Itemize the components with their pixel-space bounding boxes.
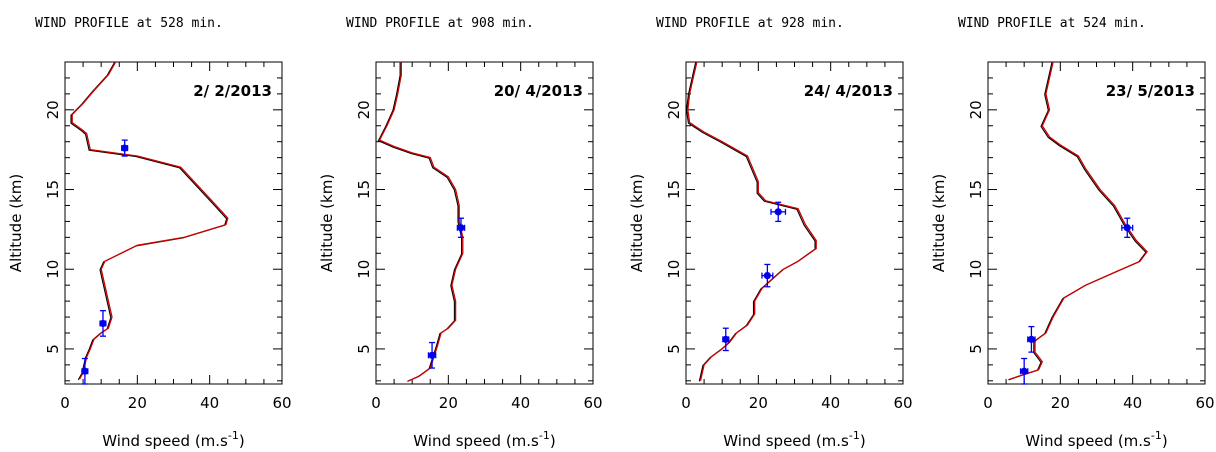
x-axis-label: Wind speed (m.s-1) — [1025, 429, 1167, 450]
y-axis-label: Altitude (km) — [930, 174, 948, 272]
observation-point — [770, 201, 787, 223]
date-label: 2/ 2/2013 — [193, 82, 272, 100]
y-tick-label: 5 — [665, 344, 683, 354]
y-axis-label: Altitude (km) — [318, 174, 336, 272]
chart-title: WIND PROFILE at 908 min. — [346, 16, 534, 31]
x-tick-label: 0 — [60, 394, 70, 412]
x-axis-label-text: Wind speed (m.s — [1025, 432, 1151, 450]
x-axis-label-close: ) — [239, 432, 245, 450]
observation-point — [99, 310, 107, 337]
observation-marker — [99, 319, 107, 328]
observation-point — [1027, 325, 1036, 353]
chart-title: WIND PROFILE at 528 min. — [35, 16, 223, 31]
x-tick-label: 20 — [439, 394, 458, 412]
x-tick-label: 20 — [1051, 394, 1070, 412]
x-tick-label: 60 — [893, 394, 912, 412]
x-tick-label: 40 — [511, 394, 530, 412]
x-axis-label-sup: -1 — [228, 429, 239, 442]
chart-title: WIND PROFILE at 524 min. — [958, 16, 1146, 31]
observation-marker — [774, 208, 782, 216]
date-label: 23/ 5/2013 — [1106, 82, 1195, 100]
x-axis-label-close: ) — [550, 432, 556, 450]
chart-panel-2: WIND PROFILE at 908 min. 0 20 40 60 5 10 15 20 Wi… — [318, 16, 603, 450]
x-tick-label: 0 — [681, 394, 691, 412]
chart-panel-1: WIND PROFILE at 528 min. 0 20 40 60 5 10 15 20 Wi… — [7, 16, 292, 450]
observation-point — [81, 357, 89, 385]
y-tick-label: 15 — [355, 180, 373, 199]
observation-point — [427, 341, 437, 369]
observation-point — [722, 327, 730, 352]
observation-point — [1019, 357, 1029, 385]
observation-point — [121, 139, 129, 157]
plot-frame — [685, 61, 904, 385]
profile-line — [1008, 62, 1147, 381]
y-tick-label: 20 — [967, 100, 985, 119]
x-axis-label-close: ) — [1162, 432, 1168, 450]
observation-marker — [81, 367, 89, 375]
y-tick-label: 10 — [44, 260, 62, 279]
observation-point — [761, 263, 774, 288]
x-axis-label-sup: -1 — [539, 429, 550, 442]
date-label: 20/ 4/2013 — [494, 82, 583, 100]
observation-marker — [722, 335, 730, 343]
x-axis-label: Wind speed (m.s-1) — [413, 429, 555, 450]
x-axis-label-sup: -1 — [849, 429, 860, 442]
x-axis-label-text: Wind speed (m.s — [723, 432, 849, 450]
observation-marker — [457, 224, 465, 232]
y-tick-label: 15 — [44, 180, 62, 199]
x-axis-label: Wind speed (m.s-1) — [723, 429, 865, 450]
y-tick-label: 10 — [665, 260, 683, 279]
x-tick-label: 60 — [583, 394, 602, 412]
observation-marker — [763, 272, 771, 280]
observation-point — [1121, 217, 1134, 238]
x-tick-label: 40 — [1123, 394, 1142, 412]
chart-panel-3: WIND PROFILE at 928 min. 0 20 40 60 5 10 15 20 Wi… — [628, 16, 913, 450]
profile-line — [686, 62, 816, 382]
x-tick-label: 40 — [200, 394, 219, 412]
model-line — [71, 61, 229, 380]
observation-marker — [1027, 335, 1035, 343]
y-tick-label: 20 — [44, 100, 62, 119]
model-line — [378, 62, 464, 382]
y-tick-label: 20 — [665, 100, 683, 119]
x-tick-label: 60 — [1195, 394, 1214, 412]
plot-frame — [375, 61, 594, 385]
observation-marker — [121, 144, 129, 152]
y-tick-label: 20 — [355, 100, 373, 119]
model-line — [1009, 61, 1148, 380]
y-tick-label: 15 — [967, 180, 985, 199]
chart-title: WIND PROFILE at 928 min. — [656, 16, 844, 31]
y-tick-label: 10 — [355, 260, 373, 279]
x-axis-label-text: Wind speed (m.s — [102, 432, 228, 450]
profile-line — [70, 62, 228, 381]
y-tick-label: 5 — [355, 344, 373, 354]
observation-marker — [428, 351, 436, 359]
date-label: 24/ 4/2013 — [804, 82, 893, 100]
y-axis-label: Altitude (km) — [628, 174, 646, 272]
chart-panel-4: WIND PROFILE at 524 min. 0 20 40 60 5 10 15 20 Wi… — [930, 16, 1215, 450]
y-tick-label: 5 — [967, 344, 985, 354]
x-tick-label: 0 — [983, 394, 993, 412]
observation-marker — [1123, 224, 1131, 232]
x-tick-label: 20 — [749, 394, 768, 412]
x-axis-label: Wind speed (m.s-1) — [102, 429, 244, 450]
x-axis-label-close: ) — [860, 432, 866, 450]
plot-frame — [987, 61, 1206, 385]
x-tick-label: 20 — [128, 394, 147, 412]
x-tick-label: 60 — [272, 394, 291, 412]
y-tick-label: 10 — [967, 260, 985, 279]
y-tick-label: 15 — [665, 180, 683, 199]
y-axis-label: Altitude (km) — [7, 174, 25, 272]
x-tick-label: 40 — [821, 394, 840, 412]
x-axis-label-text: Wind speed (m.s — [413, 432, 539, 450]
x-tick-label: 0 — [371, 394, 381, 412]
model-line — [687, 61, 817, 381]
observation-marker — [1020, 367, 1028, 375]
y-tick-label: 5 — [44, 344, 62, 354]
observation-point — [456, 217, 466, 238]
profile-line — [377, 62, 463, 382]
x-axis-label-sup: -1 — [1151, 429, 1162, 442]
